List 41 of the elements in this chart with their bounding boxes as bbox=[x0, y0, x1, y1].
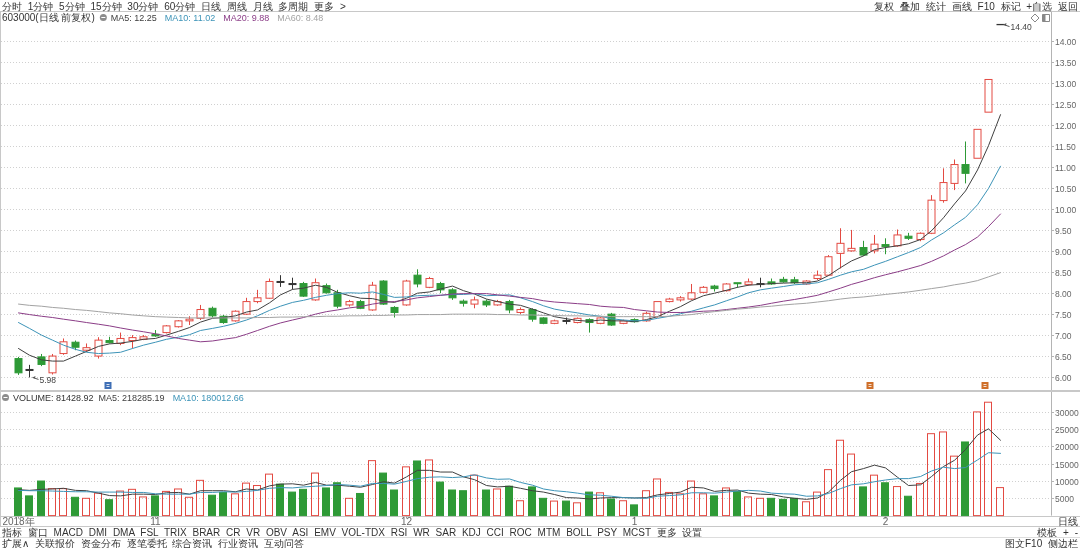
y-tick-label: 12.50 bbox=[1055, 99, 1077, 110]
y-tick-label: 5000 bbox=[1055, 493, 1075, 504]
y-tick-label: 11.00 bbox=[1055, 162, 1076, 173]
y-tick-label: 12.00 bbox=[1055, 120, 1077, 131]
text: 分时 1分钟 5分钟 15分钟 30分钟 60分钟 日线 周线 月线 多周期 更多 > bbox=[2, 0, 347, 12]
y-tick-label: 11.50 bbox=[1055, 141, 1076, 152]
x-tick-label: 11 bbox=[150, 516, 162, 528]
y-tick-label: 13.00 bbox=[1055, 78, 1077, 89]
y-tick-label: 14.00 bbox=[1055, 36, 1077, 47]
y-tick-label: 8.50 bbox=[1055, 267, 1072, 278]
y-tick-label: 25000 bbox=[1055, 424, 1079, 435]
y-tick-label: 10.00 bbox=[1055, 204, 1077, 215]
chart-title: VOLUME: 81428.92 bbox=[13, 393, 94, 403]
y-tick-label: 15000 bbox=[1055, 459, 1079, 470]
text: 日线 bbox=[1058, 515, 1078, 527]
y-tick-label: 9.50 bbox=[1055, 225, 1072, 236]
legend: MA5: 12.25 MA10: 11.02 MA20: 9.88 MA60: 8.48 bbox=[110, 13, 324, 23]
annotation: 5.98 bbox=[39, 374, 57, 385]
text: 复权 叠加 统计 画线 F10 标记 +自选 返回 bbox=[874, 0, 1078, 12]
y-tick-label: 7.00 bbox=[1055, 330, 1072, 341]
text: 指标 窗口 MACD DMI DMA FSL TRIX BRAR CR VR OBV ASI EMV VOL-TDX RSI WR SAR KDJ CCI ROC MTM BOLL PSY MCST 更多 设置 bbox=[1, 526, 703, 538]
chart-title: 603000(日线 前复权) bbox=[2, 12, 95, 23]
y-tick-label: 7.50 bbox=[1055, 309, 1072, 320]
legend: MA5: 218285.19 MA10: 180012.66 bbox=[98, 393, 244, 403]
y-tick-label: 8.00 bbox=[1055, 288, 1072, 299]
text: 扩展∧ 关联报价 资金分布 逐笔委托 综合资讯 行业资讯 互动问答 bbox=[2, 537, 304, 548]
text: 14.40 bbox=[1010, 22, 1033, 33]
x-tick-label: 1 bbox=[631, 516, 638, 528]
y-tick-label: 10.50 bbox=[1055, 183, 1077, 194]
x-tick-label: 2018年 bbox=[2, 516, 35, 528]
x-tick-label: 2 bbox=[882, 516, 889, 528]
text: 图文F10 侧边栏 bbox=[1004, 537, 1078, 548]
y-tick-label: 9.00 bbox=[1055, 246, 1072, 257]
x-tick-label: 12 bbox=[400, 516, 413, 528]
y-tick-label: 13.50 bbox=[1055, 57, 1077, 68]
text: 模板 + - bbox=[1037, 526, 1078, 538]
y-tick-label: 6.00 bbox=[1055, 372, 1072, 383]
y-tick-label: 10000 bbox=[1055, 476, 1079, 487]
y-tick-label: 6.50 bbox=[1055, 351, 1072, 362]
y-tick-label: 30000 bbox=[1055, 407, 1079, 418]
y-tick-label: 20000 bbox=[1055, 441, 1079, 452]
